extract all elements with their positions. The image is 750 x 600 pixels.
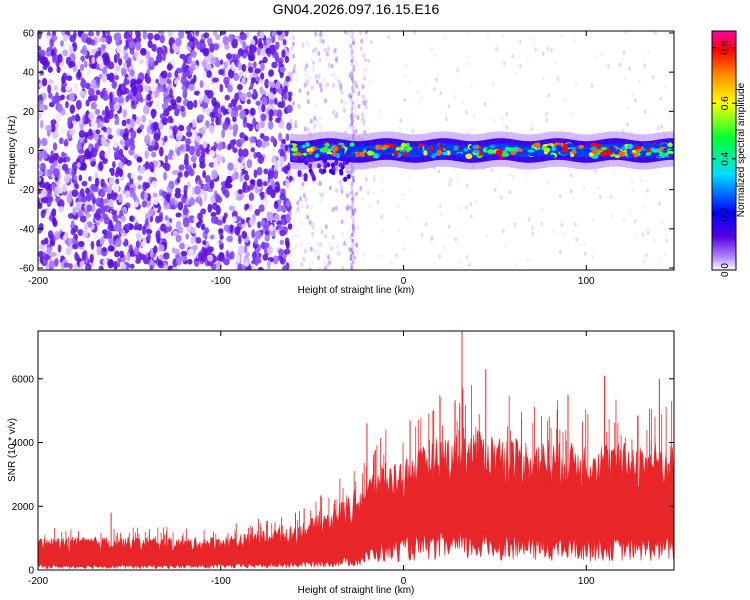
colorbar-tick-label: 0.4 — [720, 151, 731, 165]
snr-x-axis-label: Height of straight line (km) — [298, 585, 415, 596]
colorbar-tick-label: 0.8 — [720, 40, 731, 54]
heatmap-x-tick-label: -200 — [28, 276, 48, 287]
heatmap-x-axis-label: Height of straight line (km) — [298, 285, 415, 296]
snr-x-tick-label: 100 — [578, 576, 595, 587]
heatmap-x-tick-label: -100 — [211, 276, 231, 287]
colorbar-tick-label: 0.2 — [720, 207, 731, 221]
heatmap-y-tick-label: -20 — [20, 185, 35, 196]
heatmap-y-axis-label: Frequency (Hz) — [7, 116, 18, 185]
heatmap-x-tick-label: 0 — [401, 276, 407, 287]
heatmap-y-tick-label: 0 — [28, 146, 34, 157]
heatmap-y-tick-label: 60 — [23, 28, 35, 39]
colorbar-label: Normalized spectral amplitude — [736, 82, 747, 217]
heatmap-y-tick-label: 40 — [23, 68, 35, 79]
heatmap-cells — [38, 31, 674, 270]
colorbar-ticks: 0.0 0.2 0.4 0.6 0.8 — [712, 40, 736, 277]
snr-y-tick-label: 0 — [28, 566, 34, 577]
colorbar-tick-label: 0.0 — [720, 263, 731, 277]
snr-y-tick-label: 2000 — [12, 502, 35, 513]
heatmap-x-tick-label: 100 — [578, 276, 595, 287]
snr-x-tick-label: -100 — [211, 576, 231, 587]
snr-y-tick-label: 4000 — [12, 438, 35, 449]
heatmap-y-tick-label: -60 — [20, 264, 35, 275]
snr-peaks — [44, 331, 673, 566]
snr-x-tick-label: 0 — [401, 576, 407, 587]
colorbar — [711, 30, 737, 271]
snr-y-axis-label: SNR (10 * v/v) — [7, 418, 18, 482]
heatmap-y-tick-label: 20 — [23, 107, 35, 118]
page-title: GN04.2026.097.16.15.E16 — [272, 1, 440, 17]
snr-x-tick-label: -200 — [28, 576, 48, 587]
heatmap-y-tick-label: -40 — [20, 224, 35, 235]
snr-y-tick-label: 6000 — [12, 374, 35, 385]
colorbar-tick-label: 0.6 — [720, 96, 731, 110]
snr-frame — [37, 330, 675, 571]
